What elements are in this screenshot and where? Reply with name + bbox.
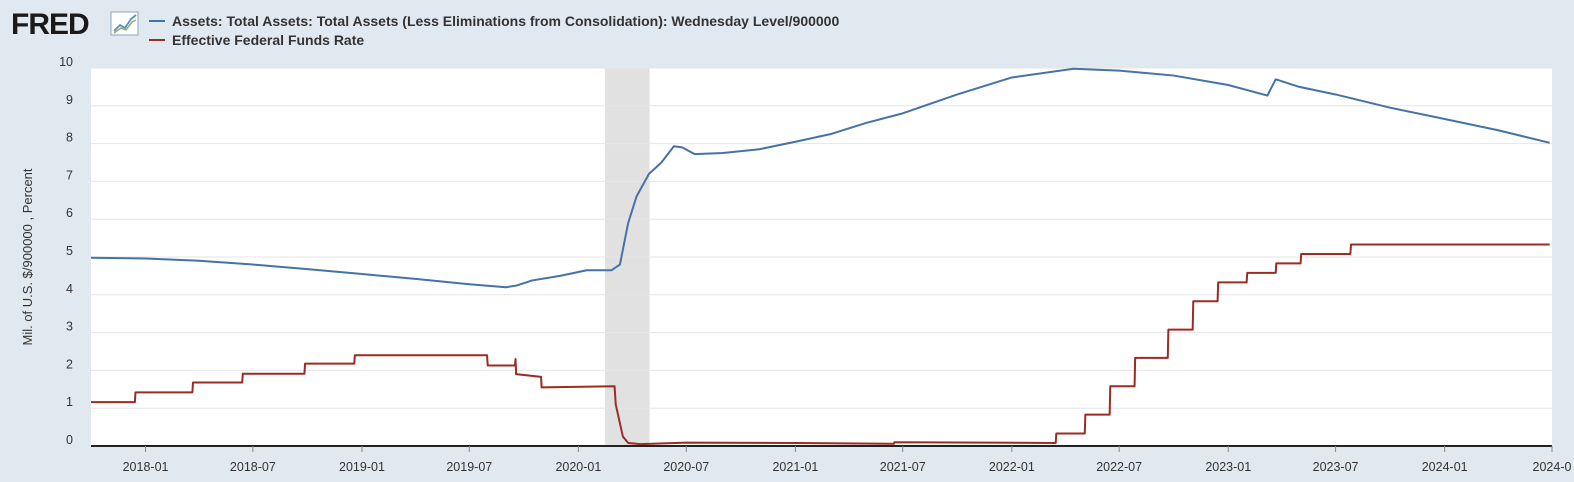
x-tick-label: 2021-07 xyxy=(880,460,926,474)
legend: Assets: Total Assets: Total Assets (Less… xyxy=(149,13,839,48)
x-tick-label: 2024-0 xyxy=(1533,460,1572,474)
x-tick-label: 2019-07 xyxy=(446,460,492,474)
y-tick-label: 5 xyxy=(66,244,73,258)
x-axis-ticks: 2018-01 2018-07 2019-01 2019-07 2020-01 2020-… xyxy=(123,446,1572,474)
x-tick-label: 2021-01 xyxy=(772,460,818,474)
gridlines xyxy=(91,67,1552,409)
y-tick-label: 3 xyxy=(66,320,73,334)
y-tick-label: 9 xyxy=(66,93,73,107)
x-tick-label: 2020-01 xyxy=(555,460,601,474)
y-axis-title: Mil. of U.S. $/900000 , Percent xyxy=(20,168,35,345)
y-tick-label: 10 xyxy=(59,55,73,69)
x-tick-label: 2018-07 xyxy=(230,460,276,474)
y-tick-label: 6 xyxy=(66,206,73,220)
y-tick-label: 1 xyxy=(66,395,73,409)
y-axis-ticks: 0 1 2 3 4 5 6 7 8 9 10 xyxy=(59,55,73,447)
x-tick-label: 2024-01 xyxy=(1422,460,1468,474)
x-tick-label: 2018-01 xyxy=(123,460,169,474)
x-tick-label: 2023-01 xyxy=(1205,460,1251,474)
fred-logo-text: FRED xyxy=(11,8,89,41)
line-chart-logo-icon xyxy=(110,11,139,36)
y-tick-label: 7 xyxy=(66,168,73,182)
fred-logo[interactable]: FRED xyxy=(11,8,139,41)
y-tick-label: 8 xyxy=(66,131,73,145)
x-tick-label: 2019-01 xyxy=(339,460,385,474)
legend-label-fed-funds-rate: Effective Federal Funds Rate xyxy=(172,32,364,48)
x-tick-label: 2022-07 xyxy=(1096,460,1142,474)
x-tick-label: 2023-07 xyxy=(1313,460,1359,474)
series-line-fed-funds-rate xyxy=(91,243,1550,446)
legend-item-fed-funds-rate[interactable]: Effective Federal Funds Rate xyxy=(149,32,364,48)
series-line-assets xyxy=(90,67,1550,289)
x-tick-label: 2020-07 xyxy=(663,460,709,474)
y-tick-label: 2 xyxy=(66,357,73,371)
y-tick-label: 0 xyxy=(66,433,73,447)
legend-item-assets[interactable]: Assets: Total Assets: Total Assets (Less… xyxy=(149,13,839,29)
legend-label-assets: Assets: Total Assets: Total Assets (Less… xyxy=(172,13,839,29)
y-tick-label: 4 xyxy=(66,282,73,296)
x-tick-label: 2022-01 xyxy=(989,460,1035,474)
series-lines xyxy=(90,67,1550,446)
